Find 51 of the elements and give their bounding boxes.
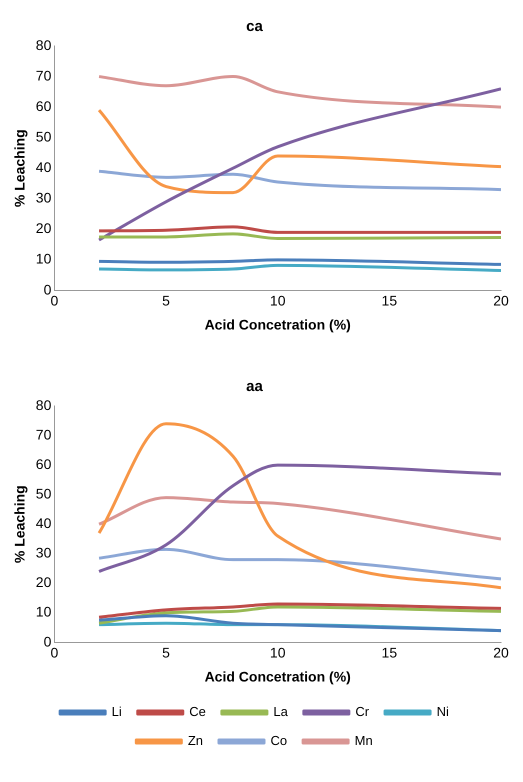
y-axis-title: % Leaching — [11, 129, 28, 208]
y-tick-label: 40 — [36, 159, 52, 176]
x-tick-label: 15 — [382, 292, 398, 309]
x-tick-label: 5 — [162, 292, 170, 309]
line-series — [98, 75, 501, 109]
line-series — [98, 602, 501, 619]
x-tick-label: 15 — [382, 644, 398, 661]
y-tick-label: 30 — [36, 544, 52, 561]
y-tick-label: 70 — [36, 67, 52, 84]
y-tick-label: 30 — [36, 190, 52, 206]
x-tick-label: 10 — [270, 644, 286, 661]
y-tick-label: 0 — [44, 281, 52, 298]
y-tick-label: 0 — [44, 633, 52, 650]
x-tick-label: 5 — [162, 644, 170, 661]
line-series — [98, 548, 501, 580]
line-series — [98, 108, 501, 194]
legend-label: Ni — [436, 704, 449, 720]
legend-label: Cr — [355, 704, 370, 720]
y-tick-label: 60 — [36, 456, 52, 472]
x-axis-title: Acid Concetration (%) — [204, 316, 351, 332]
line-series — [98, 614, 501, 632]
chart-title: aa — [246, 378, 264, 396]
y-tick-label: 50 — [36, 128, 52, 145]
y-tick-label: 60 — [36, 98, 52, 114]
y-tick-label: 80 — [36, 36, 52, 53]
y-axis-title: % Leaching — [11, 485, 28, 564]
y-tick-label: 70 — [36, 426, 52, 442]
legend-label: Co — [270, 733, 288, 748]
chart-title: ca — [246, 18, 264, 36]
x-tick-label: 20 — [493, 292, 509, 309]
y-tick-label: 10 — [36, 250, 52, 267]
legend-label: Li — [112, 704, 122, 720]
legend-label: Ce — [189, 704, 206, 720]
line-series — [98, 422, 501, 590]
y-tick-label: 80 — [36, 396, 52, 413]
y-tick-label: 50 — [36, 486, 52, 502]
line-series — [98, 605, 501, 625]
line-series — [98, 87, 501, 242]
x-axis-title: Acid Concetration (%) — [204, 668, 351, 684]
x-tick-label: 20 — [493, 644, 509, 661]
x-tick-label: 10 — [270, 292, 286, 309]
line-series — [98, 464, 501, 573]
legend-label: Zn — [188, 733, 203, 748]
y-tick-label: 20 — [36, 574, 52, 590]
legend-label: Mn — [354, 733, 373, 748]
legend-label: La — [273, 704, 289, 720]
y-tick-label: 40 — [36, 515, 52, 532]
line-series — [98, 170, 501, 192]
line-series — [98, 496, 501, 540]
y-tick-label: 20 — [36, 220, 52, 236]
y-tick-label: 10 — [36, 604, 52, 620]
